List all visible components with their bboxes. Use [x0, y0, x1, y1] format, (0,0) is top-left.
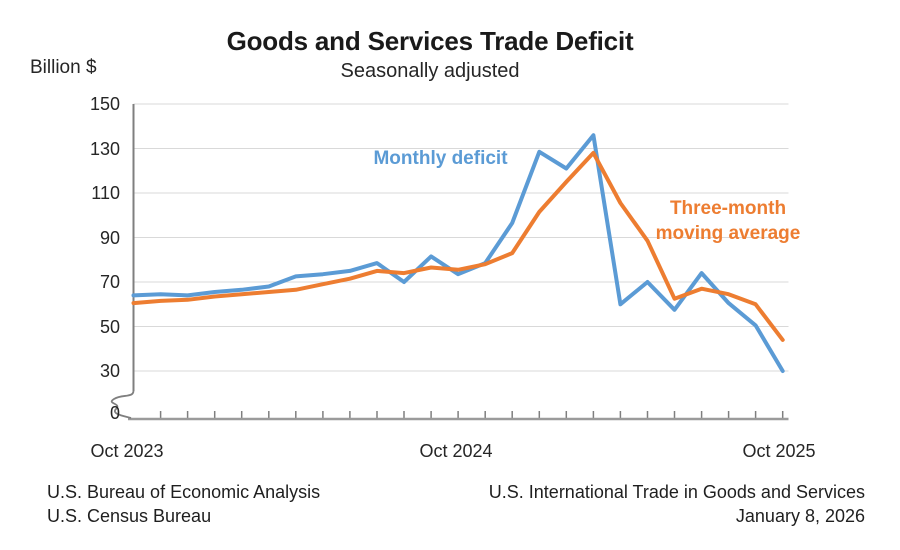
x-tick-label-oct-2024: Oct 2024: [419, 441, 493, 461]
y-tick-label-0: 0: [109, 403, 120, 423]
y-tick-label-130: 130: [89, 139, 120, 159]
moving-average-series-label-line1: Three-month: [669, 198, 787, 219]
y-tick-label-150: 150: [89, 94, 120, 114]
y-tick-label-110: 110: [91, 183, 120, 203]
release-date: January 8, 2026: [735, 506, 865, 526]
chart-title: Goods and Services Trade Deficit: [226, 26, 634, 56]
y-tick-label-30: 30: [99, 361, 120, 381]
source-attribution: U.S. Bureau of Economic Analysis U.S. Ce…: [47, 480, 320, 528]
y-axis-break-squiggle: [110, 390, 135, 419]
chart-subtitle: Seasonally adjusted: [340, 60, 520, 82]
y-tick-label-50: 50: [99, 317, 120, 337]
y-tick-label-90: 90: [99, 228, 120, 248]
monthly-deficit-series-label: Monthly deficit: [373, 148, 508, 169]
x-axis-month-ticks: [159, 411, 784, 419]
source-line-census: U.S. Census Bureau: [47, 506, 212, 526]
gridlines: [133, 103, 789, 372]
moving-average-series-label-line2: moving average: [655, 223, 801, 244]
x-tick-label-oct-2023: Oct 2023: [90, 441, 164, 461]
y-tick-label-70: 70: [99, 272, 120, 292]
y-axis-unit-label: Billion $: [30, 57, 97, 78]
source-line-bea: U.S. Bureau of Economic Analysis: [47, 482, 321, 502]
release-name: U.S. International Trade in Goods and Se…: [488, 482, 865, 502]
x-tick-label-oct-2025: Oct 2025: [742, 441, 816, 461]
moving-average-series-label: Three-month moving average: [628, 196, 828, 246]
release-attribution: U.S. International Trade in Goods and Se…: [413, 480, 865, 528]
three-month-moving-average-line: [131, 150, 785, 342]
monthly-deficit-line: [131, 133, 785, 373]
